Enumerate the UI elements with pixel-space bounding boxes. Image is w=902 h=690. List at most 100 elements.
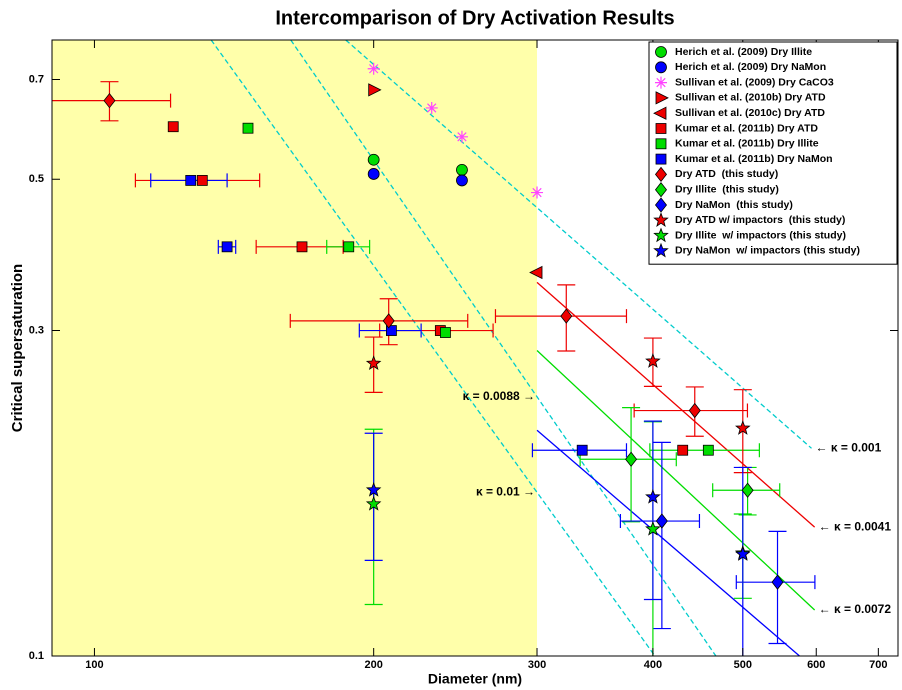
y-error-bar xyxy=(643,420,662,601)
marker xyxy=(367,153,380,166)
marker xyxy=(645,520,661,536)
marker xyxy=(655,61,667,74)
x-error-bar xyxy=(289,313,469,328)
y-tick-label: 0.1 xyxy=(29,650,44,662)
marker xyxy=(655,76,667,89)
marker xyxy=(653,242,669,258)
marker xyxy=(167,121,179,133)
legend-label: Herich et al. (2009) Dry NaMon xyxy=(675,61,826,73)
marker xyxy=(645,353,661,368)
marker xyxy=(654,166,668,183)
kappa-label: ← κ = 0.001 xyxy=(816,440,882,454)
marker xyxy=(625,451,638,467)
marker xyxy=(440,327,451,338)
x-tick-label: 700 xyxy=(869,659,887,671)
legend-label: Dry Illite (this study) xyxy=(675,183,779,195)
marker xyxy=(654,182,668,198)
marker xyxy=(688,402,701,419)
marker xyxy=(296,241,308,253)
marker xyxy=(365,495,382,511)
kappa-line xyxy=(210,40,656,656)
marker xyxy=(677,444,689,456)
legend-label: Dry ATD (this study) xyxy=(675,168,778,180)
marker xyxy=(654,197,668,213)
marker xyxy=(735,420,751,435)
marker xyxy=(576,444,588,456)
marker xyxy=(529,265,543,280)
marker xyxy=(655,91,669,105)
marker xyxy=(655,46,667,58)
x-tick-label: 300 xyxy=(528,659,546,671)
kappa-line xyxy=(536,349,816,611)
marker xyxy=(702,444,714,456)
marker xyxy=(425,101,438,114)
plot-area xyxy=(52,40,816,656)
x-tick-label: 100 xyxy=(85,659,103,671)
chart-title: Intercomparison of Dry Activation Result… xyxy=(275,7,674,29)
marker xyxy=(653,106,667,120)
legend-label: Kumar et al. (2011b) Dry NaMon xyxy=(675,153,833,165)
legend-label: Kumar et al. (2011b) Dry Illite xyxy=(675,138,819,150)
marker xyxy=(382,313,395,329)
kappa-line xyxy=(345,40,812,449)
marker xyxy=(196,175,208,186)
x-axis-label: Diameter (nm) xyxy=(428,671,522,687)
marker xyxy=(367,62,380,75)
kappa-line xyxy=(536,429,800,656)
marker xyxy=(221,241,233,253)
marker xyxy=(771,574,784,590)
marker xyxy=(560,308,573,324)
marker xyxy=(653,212,669,227)
marker xyxy=(365,355,382,371)
marker xyxy=(741,482,754,498)
legend-label: Herich et al. (2009) Dry Illite xyxy=(675,46,812,58)
legend-label: Sullivan et al. (2010b) Dry ATD xyxy=(675,92,826,104)
plot-frame xyxy=(51,39,899,657)
legend-label: Sullivan et al. (2010c) Dry ATD xyxy=(675,107,825,119)
marker xyxy=(735,546,751,561)
legend-box xyxy=(648,41,898,265)
marker xyxy=(655,138,667,150)
y-axis-label: Critical supersaturation xyxy=(9,264,26,432)
kappa-line xyxy=(290,40,717,656)
legend-label: Dry NaMon w/ impactors (this study) xyxy=(675,245,860,257)
marker xyxy=(103,92,116,109)
y-tick-label: 0.5 xyxy=(29,173,44,185)
marker xyxy=(531,186,544,199)
kappa-label: ← κ = 0.0072 xyxy=(819,602,892,616)
shaded-region xyxy=(52,40,538,656)
legend-label: Dry NaMon (this study) xyxy=(675,199,793,211)
x-tick-label: 400 xyxy=(644,659,662,671)
legend-label: Dry Illite w/ impactors (this study) xyxy=(675,229,846,241)
marker xyxy=(386,325,397,336)
x-tick-label: 200 xyxy=(364,659,382,671)
kappa-label: κ = 0.01 → xyxy=(476,485,535,499)
y-error-bar xyxy=(733,466,752,656)
marker xyxy=(645,488,661,504)
marker xyxy=(655,513,668,529)
y-tick-label: 0.3 xyxy=(29,324,44,336)
legend-label: Kumar et al. (2011b) Dry ATD xyxy=(675,122,818,134)
marker xyxy=(456,174,468,187)
marker xyxy=(185,175,197,186)
marker xyxy=(343,241,355,253)
legend-label: Sullivan et al. (2009) Dry CaCO3 xyxy=(675,76,834,88)
marker xyxy=(455,130,468,143)
marker xyxy=(655,123,667,134)
marker xyxy=(653,227,669,243)
y-error-bar xyxy=(652,441,671,630)
marker xyxy=(367,168,380,180)
legend: Herich et al. (2009) Dry Illite Herich et… xyxy=(648,41,898,265)
marker xyxy=(655,153,667,165)
marker xyxy=(242,122,254,134)
kappa-label: ← κ = 0.0041 xyxy=(819,519,892,533)
y-tick-label: 0.7 xyxy=(29,73,44,85)
marker xyxy=(456,163,468,176)
legend-label: Dry ATD w/ impactors (this study) xyxy=(675,214,845,226)
marker xyxy=(365,481,382,497)
x-tick-label: 500 xyxy=(734,659,752,671)
x-tick-label: 600 xyxy=(807,659,825,671)
marker xyxy=(368,83,382,97)
kappa-label: κ = 0.0088 → xyxy=(463,389,535,403)
